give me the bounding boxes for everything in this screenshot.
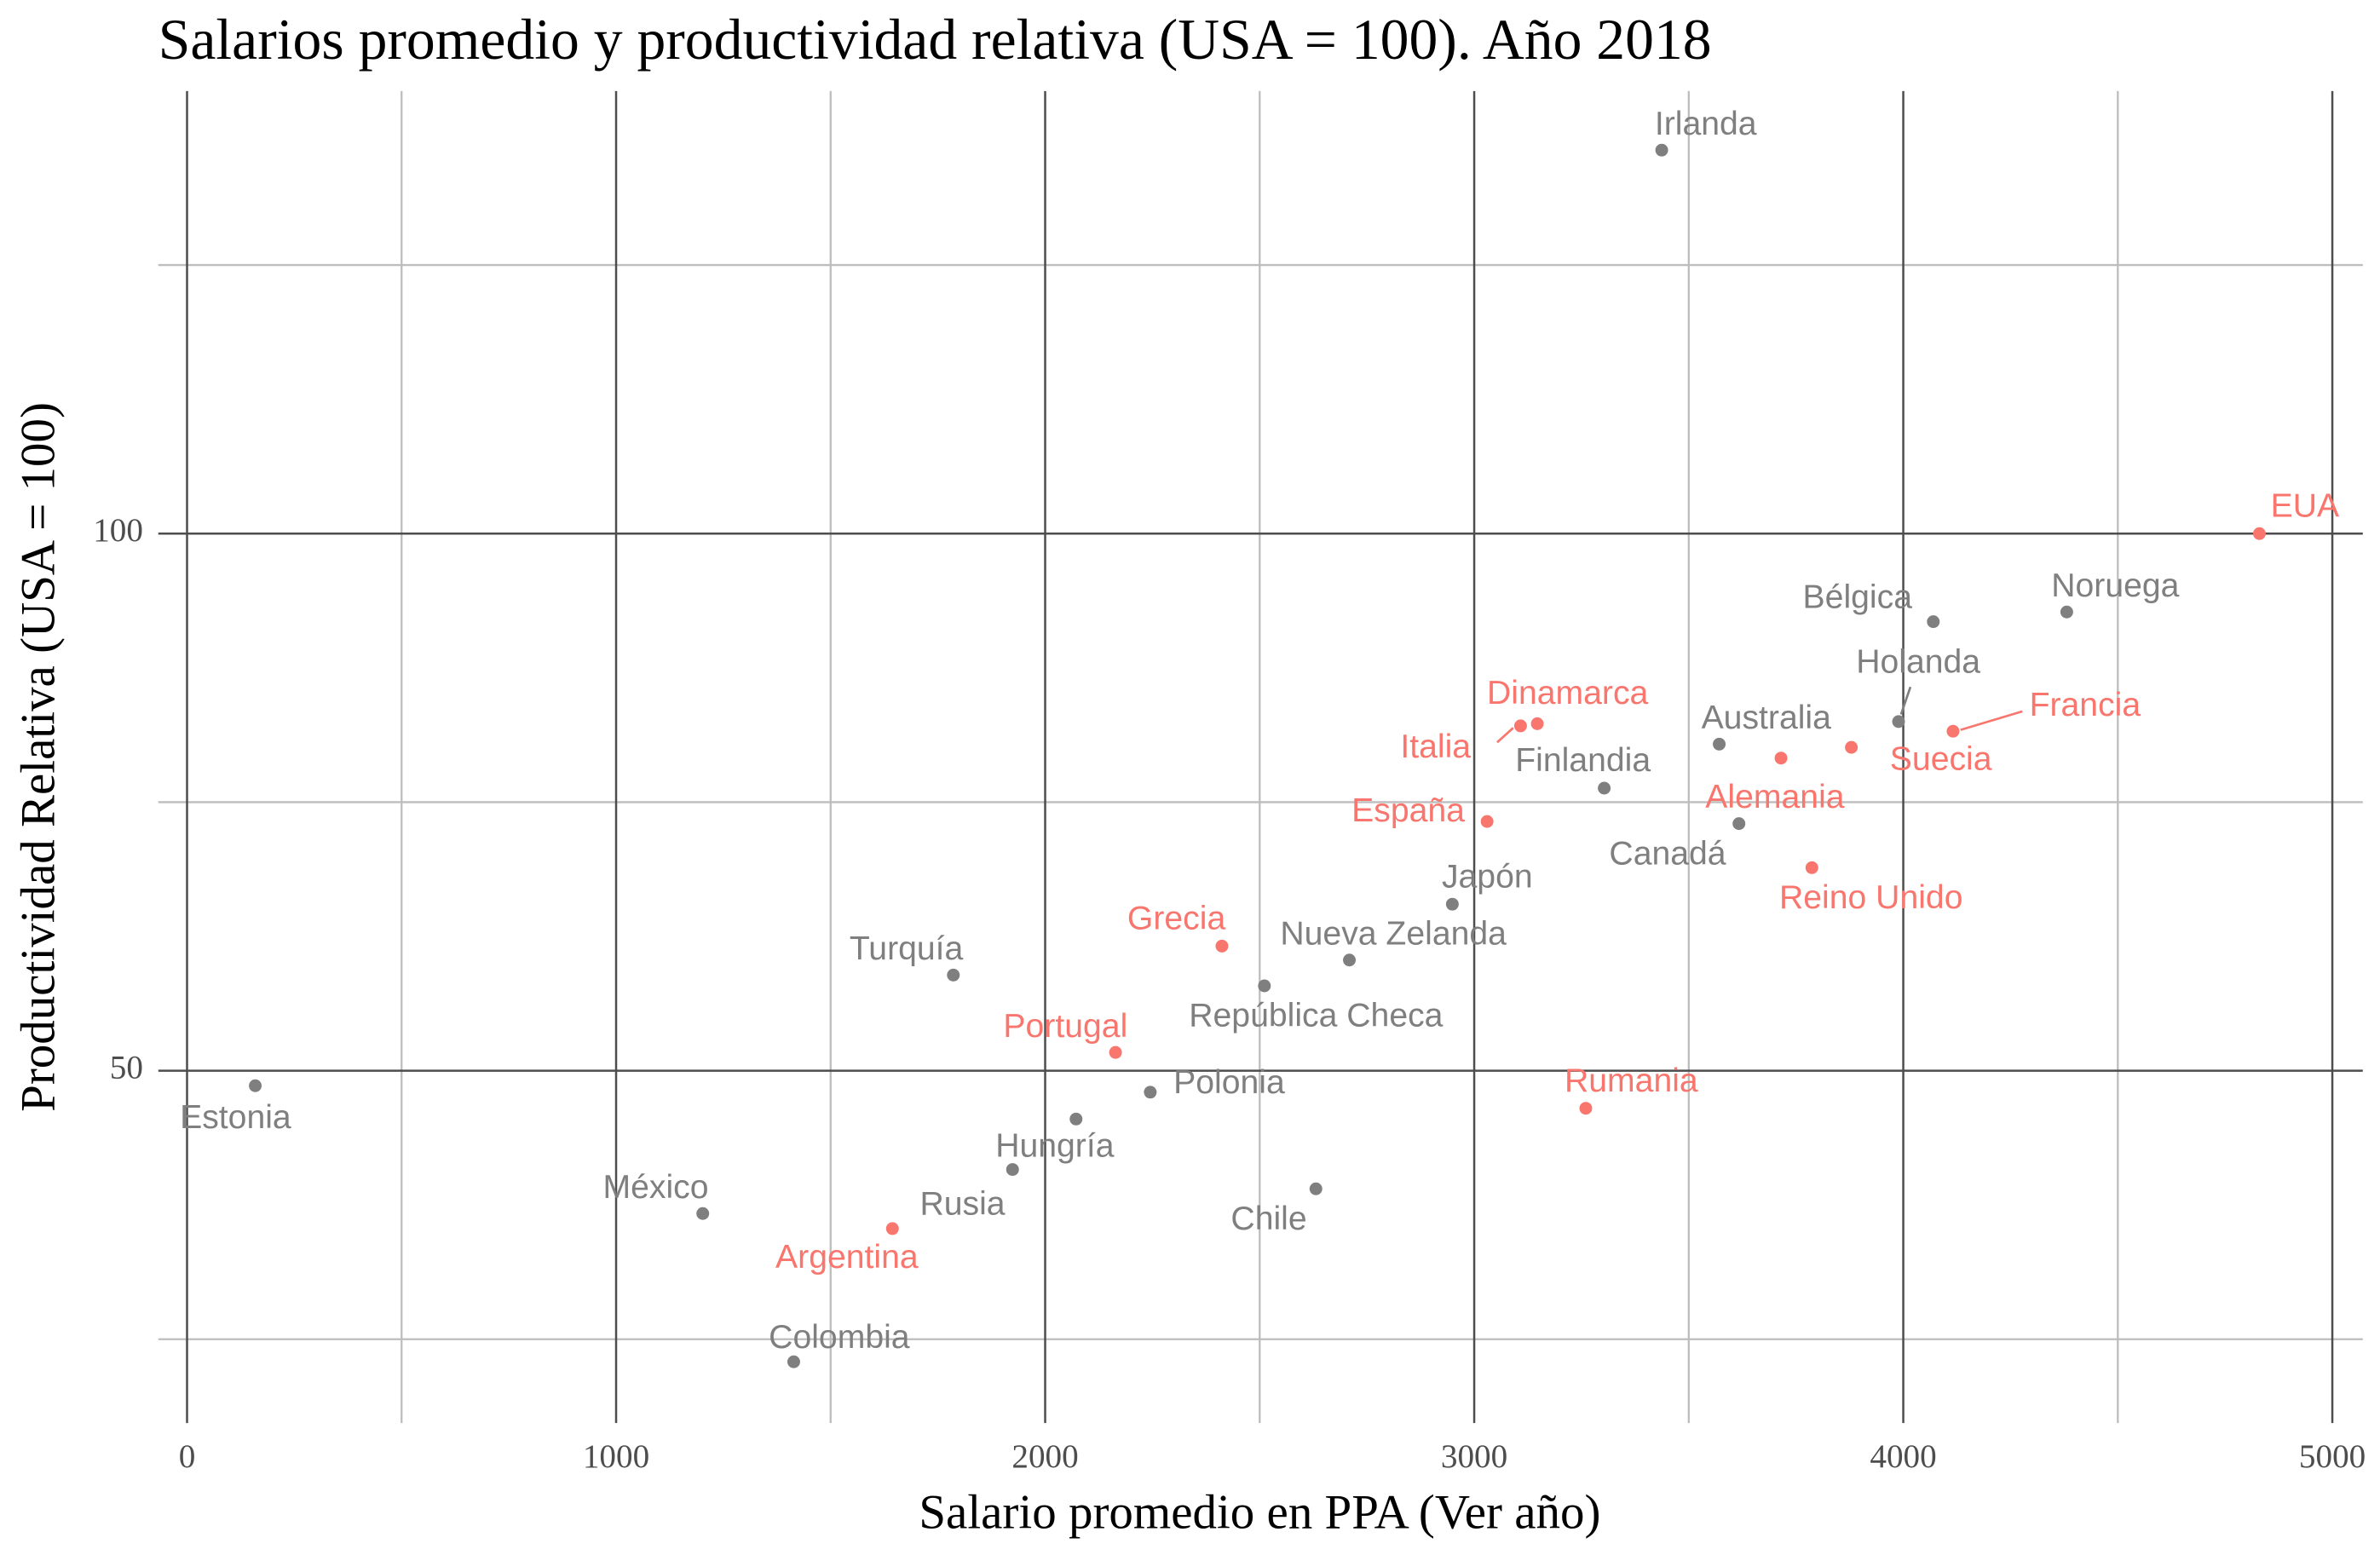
- point: [1805, 861, 1818, 874]
- point-label: Irlanda: [1655, 106, 1757, 142]
- x-tick-label: 2000: [1011, 1438, 1078, 1475]
- point-label: Finlandia: [1515, 742, 1651, 779]
- point-label: Italia: [1400, 729, 1471, 765]
- point: [1343, 953, 1356, 967]
- point: [1258, 979, 1271, 993]
- point: [1946, 724, 1960, 738]
- x-axis-title: Salario promedio en PPA (Ver año): [919, 1486, 1600, 1540]
- point-label: Argentina: [775, 1239, 919, 1276]
- point-label: Colombia: [769, 1319, 910, 1356]
- y-axis-title: Productividad Relativa (USA = 100): [12, 402, 66, 1112]
- point-label: Portugal: [1003, 1008, 1127, 1045]
- point-label: República Checa: [1189, 998, 1443, 1034]
- label-connector: [1899, 686, 1912, 715]
- x-tick-label: 1000: [583, 1438, 649, 1475]
- x-tick-label: 0: [179, 1438, 196, 1475]
- point: [1655, 143, 1668, 157]
- point-label: Rusia: [919, 1186, 1005, 1223]
- point: [1732, 817, 1746, 831]
- point: [1215, 939, 1229, 953]
- point: [249, 1079, 262, 1092]
- point: [2060, 605, 2073, 619]
- point: [1480, 815, 1494, 828]
- point: [1774, 752, 1788, 765]
- point: [787, 1355, 800, 1368]
- point: [1006, 1163, 1019, 1177]
- y-tick-label: 100: [93, 512, 143, 549]
- point-label: Turquía: [850, 930, 964, 967]
- point-label: Polonia: [1173, 1064, 1285, 1101]
- point: [1579, 1102, 1593, 1115]
- point: [1713, 737, 1726, 751]
- point: [2252, 527, 2266, 540]
- x-tick-label: 4000: [1870, 1438, 1936, 1475]
- point: [1927, 615, 1940, 629]
- point-label: Suecia: [1890, 740, 1992, 777]
- point-label: Rumania: [1565, 1063, 1698, 1099]
- point: [1845, 740, 1858, 754]
- point-label: Nueva Zelanda: [1280, 916, 1507, 953]
- point-label: Chile: [1230, 1201, 1306, 1237]
- x-tick-label: 5000: [2299, 1438, 2366, 1475]
- point: [1309, 1182, 1323, 1195]
- point-label: España: [1351, 792, 1465, 829]
- point-label: Hungría: [995, 1127, 1115, 1164]
- point: [1530, 717, 1544, 730]
- point-label: México: [603, 1169, 709, 1206]
- x-tick-label: 3000: [1441, 1438, 1507, 1475]
- point-label: Noruega: [2051, 567, 2179, 604]
- point: [1892, 715, 1905, 729]
- point: [1109, 1045, 1122, 1059]
- point-label: Alemania: [1705, 779, 1844, 815]
- point: [1445, 897, 1459, 911]
- point: [1513, 719, 1527, 733]
- point-label: Holanda: [1856, 644, 1980, 681]
- point: [1598, 781, 1611, 795]
- point-label: Dinamarca: [1487, 675, 1649, 711]
- chart-title: Salarios promedio y productividad relati…: [158, 8, 1712, 72]
- point-label: Reino Unido: [1779, 879, 1963, 916]
- point-label: Francia: [2030, 687, 2141, 723]
- point: [696, 1207, 710, 1220]
- point-label: Canadá: [1609, 835, 1726, 872]
- label-connector: [1960, 710, 2023, 731]
- point: [947, 968, 960, 982]
- point: [885, 1222, 899, 1235]
- label-connector: [1496, 727, 1514, 744]
- y-tick-label: 50: [110, 1050, 143, 1086]
- point: [1144, 1086, 1157, 1099]
- point-label: Estonia: [180, 1099, 291, 1136]
- point: [1069, 1112, 1083, 1126]
- point-label: Japón: [1442, 858, 1533, 895]
- point-label: Grecia: [1127, 900, 1226, 936]
- point-label: Bélgica: [1803, 579, 1913, 615]
- point-label: EUA: [2271, 487, 2340, 524]
- point-label: Australia: [1702, 700, 1832, 736]
